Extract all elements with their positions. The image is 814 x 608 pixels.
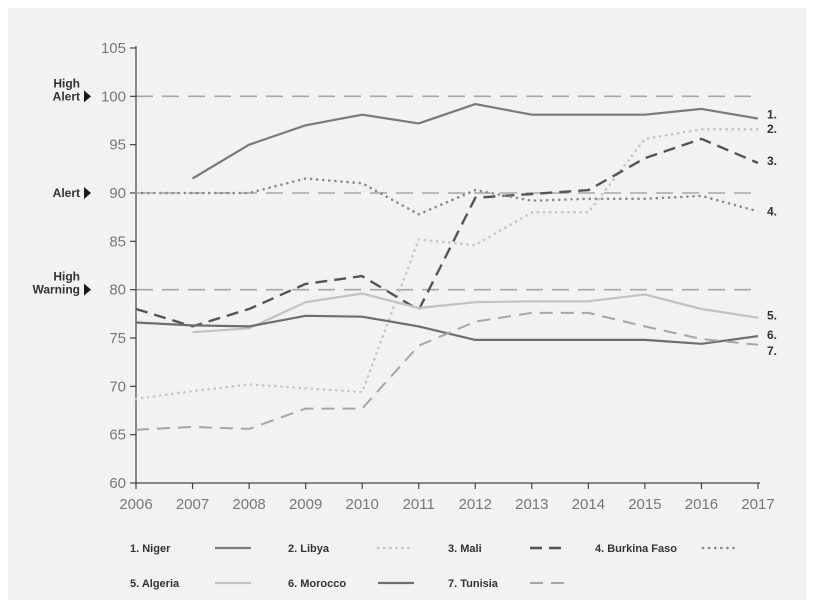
threshold-label-90: Alert [53, 186, 91, 200]
legend-label: 6. Morocco [288, 578, 346, 590]
threshold-label-text: Alert [53, 186, 80, 200]
threshold-marker-icon [84, 283, 91, 296]
legend-item-tunisia: 7. Tunisia [448, 578, 566, 590]
x-tick-label: 2017 [741, 496, 774, 513]
end-label-tunisia: 7. [767, 344, 777, 358]
y-tick-label: 65 [109, 427, 126, 444]
y-tick-label: 100 [101, 88, 126, 105]
x-tick-label: 2009 [289, 496, 322, 513]
threshold-lines [136, 95, 758, 291]
x-tick-label: 2016 [685, 496, 718, 513]
series-line-mali [135, 137, 759, 328]
x-tick-label: 2014 [572, 496, 605, 513]
legend-label: 3. Mali [448, 543, 482, 555]
y-tick-label: 90 [109, 185, 126, 202]
end-label-niger: 1. [767, 108, 777, 122]
end-label-burkina-faso: 4. [767, 204, 777, 218]
axes: 60 65 70 75 80 85 90 95 100 105 2006 2007 2008 2009 20… [101, 40, 775, 513]
y-tick-label: 85 [109, 233, 126, 250]
series-lines [134, 103, 760, 431]
threshold-label-text: Warning [32, 283, 80, 297]
legend-item-morocco: 6. Morocco [288, 578, 414, 590]
threshold-marker-icon [84, 187, 91, 199]
y-tick-label: 95 [109, 137, 126, 154]
x-tick-label: 2006 [119, 496, 152, 513]
series-end-labels: 1.2. 3. 4. 5. 6. 7. [767, 108, 777, 358]
legend-item-niger: 1. Niger [130, 543, 251, 555]
legend-label: 7. Tunisia [448, 578, 499, 590]
legend-label: 2. Libya [288, 543, 330, 555]
legend-item-libya: 2. Libya [288, 543, 416, 555]
legend-item-mali: 3. Mali [448, 543, 566, 555]
y-tick-label: 75 [109, 330, 126, 347]
chart-panel: 60 65 70 75 80 85 90 95 100 105 2006 2007 2008 2009 20… [8, 8, 806, 600]
x-tick-label: 2011 [403, 496, 435, 513]
series-line-burkina-faso [134, 177, 760, 216]
x-tick-label: 2012 [459, 496, 492, 513]
x-tick-label: 2015 [628, 496, 661, 513]
threshold-label-text: High [53, 76, 80, 90]
legend-label: 4. Burkina Faso [595, 543, 677, 555]
threshold-marker-icon [84, 90, 91, 103]
series-line-libya [134, 127, 760, 401]
y-tick-label: 80 [109, 282, 126, 299]
end-label-morocco: 6. [767, 328, 777, 342]
x-tick-label: 2013 [515, 496, 548, 513]
x-tick-label: 2008 [232, 496, 265, 513]
legend-label: 1. Niger [130, 543, 171, 555]
legend-item-burkina-faso: 4. Burkina Faso [595, 543, 741, 555]
legend-item-algeria: 5. Algeria [130, 578, 251, 590]
end-label-mali: 3. [767, 154, 777, 168]
x-tick-label: 2010 [345, 496, 378, 513]
line-chart: 60 65 70 75 80 85 90 95 100 105 2006 2007 2008 2009 20… [32, 40, 777, 590]
threshold-label-text: Alert [53, 89, 80, 103]
threshold-label-text: High [53, 270, 80, 284]
x-tick-label: 2007 [176, 496, 209, 513]
legend-label: 5. Algeria [130, 578, 180, 590]
y-tick-label: 70 [109, 378, 126, 395]
series-line-algeria [192, 292, 759, 334]
series-line-niger [191, 103, 759, 180]
y-tick-label: 105 [101, 40, 126, 57]
end-label-libya: 2. [767, 122, 777, 136]
series-line-tunisia [135, 311, 759, 431]
y-tick-label: 60 [109, 475, 126, 492]
legend: 1. Niger 2. Libya 3. Mali 4. Burkina Faso 5.… [130, 543, 741, 590]
end-label-algeria: 5. [767, 309, 777, 323]
